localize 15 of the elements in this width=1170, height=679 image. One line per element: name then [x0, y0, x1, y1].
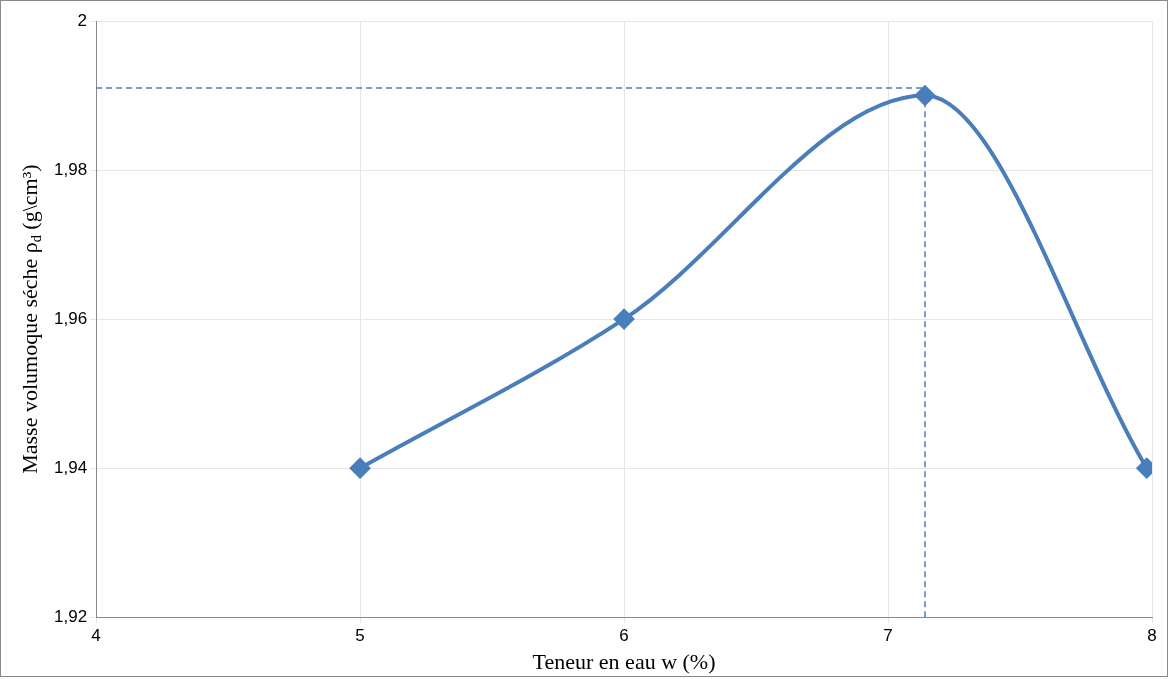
x-tick-label: 6: [619, 626, 629, 646]
y-tick-label: 1,96: [53, 308, 88, 328]
x-axis-title: Teneur en eau w (%): [532, 648, 716, 674]
y-tick-label: 1,94: [53, 457, 88, 477]
point: [350, 458, 371, 479]
y-tick-label: 1,98: [53, 159, 88, 179]
x-tick-label: 4: [91, 626, 101, 646]
y-axis-title: Masse volumoque séche ρd (g\cm³): [16, 164, 45, 474]
x-tick-label: 8: [1147, 626, 1157, 646]
point: [914, 85, 935, 106]
point: [614, 309, 635, 330]
y-tick-label: 1,92: [53, 606, 88, 626]
x-tick-label: 7: [883, 626, 893, 646]
y-tick-label: 2: [77, 10, 88, 30]
x-tick-label: 5: [355, 626, 365, 646]
